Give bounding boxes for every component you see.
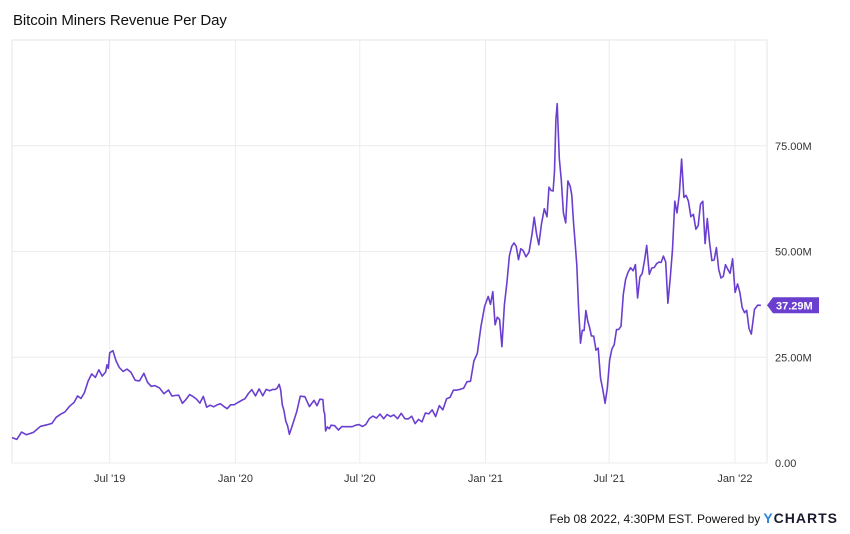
y-tick-label: 25.00M (775, 352, 812, 364)
last-value-label: 37.29M (776, 300, 813, 312)
ycharts-logo-rest: CHARTS (773, 510, 838, 526)
chart-title: Bitcoin Miners Revenue Per Day (13, 12, 227, 29)
x-axis-labels: Jul '19 Jan '20 Jul '20 Jan '21 Jul '21 Jan '… (94, 473, 752, 485)
series-line (11, 102, 761, 441)
ycharts-logo[interactable]: YCHARTS (763, 510, 838, 526)
x-tick-label: Jan '21 (468, 473, 503, 485)
y-tick-label: 75.00M (775, 141, 812, 153)
y-tick-label: 50.00M (775, 247, 812, 259)
x-tick-label: Jan '22 (717, 473, 752, 485)
x-tick-label: Jul '20 (344, 473, 375, 485)
y-axis-labels: 0.00 25.00M 50.00M 75.00M (775, 141, 812, 470)
last-value-badge-bg (767, 297, 819, 314)
x-tick-label: Jul '19 (94, 473, 125, 485)
grid-lines (11, 39, 768, 464)
footer-powered-by: Powered by (696, 512, 761, 526)
last-value-badge: 37.29M (767, 297, 819, 314)
footer-timestamp: Feb 08 2022, 4:30PM EST. (549, 512, 694, 526)
ycharts-logo-y: Y (763, 510, 774, 526)
x-tick-label: Jul '21 (593, 473, 624, 485)
y-tick-label: 0.00 (775, 458, 796, 470)
x-tick-label: Jan '20 (218, 473, 253, 485)
footer: Feb 08 2022, 4:30PM EST. Powered by YCHA… (550, 510, 839, 526)
series-lines (11, 102, 761, 441)
